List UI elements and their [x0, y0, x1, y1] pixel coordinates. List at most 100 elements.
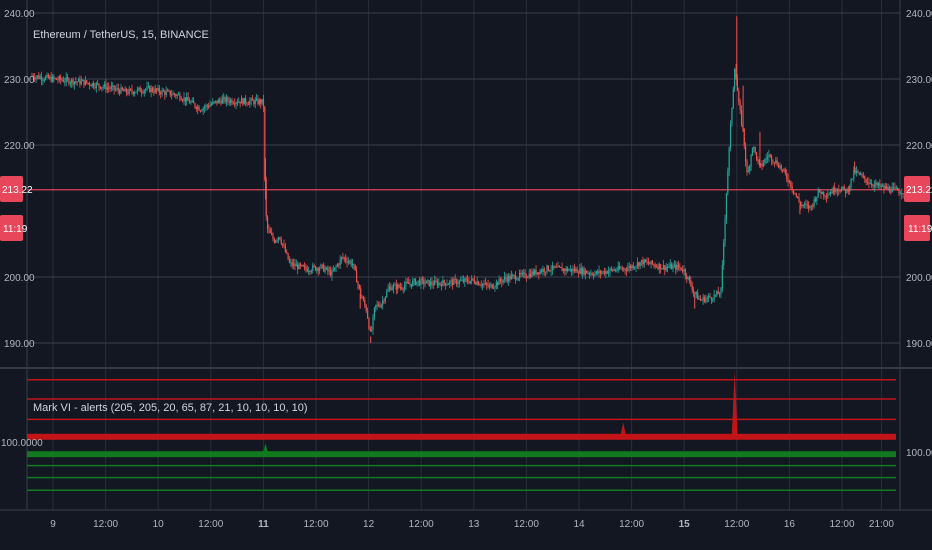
candle-body [560, 266, 562, 268]
candle-body [483, 283, 485, 285]
candle-body [688, 277, 691, 281]
candle-body [409, 283, 411, 285]
candle-body [651, 260, 654, 265]
candle-body [419, 280, 421, 286]
candle-body [814, 198, 817, 202]
candle-body [310, 270, 312, 272]
candle-body [679, 266, 681, 268]
candle-body [197, 106, 199, 110]
candle-body [188, 100, 191, 104]
candle-body [746, 161, 748, 173]
price-tag-right-value: 213.22 [906, 185, 932, 196]
candle-body [306, 269, 308, 272]
candle-body [620, 268, 622, 270]
candle-body [162, 90, 165, 92]
x-tick-label: 12:00 [619, 519, 644, 530]
candle-body [260, 99, 262, 104]
candle-body [647, 261, 649, 264]
candle-body [368, 318, 370, 329]
candle-body [286, 252, 288, 254]
candle-body [423, 279, 425, 285]
candle-body [625, 270, 628, 272]
candle-body [655, 266, 658, 268]
candle-body [897, 187, 899, 191]
candle-body [465, 278, 467, 280]
candle-body [299, 263, 302, 266]
candle-body [694, 292, 696, 294]
candle-body [612, 269, 614, 271]
candle-body [134, 92, 136, 94]
candle-body [462, 279, 465, 283]
candle-body [512, 275, 514, 277]
candle-body [103, 84, 106, 87]
candle-body [454, 279, 456, 281]
candle-body [821, 191, 823, 195]
candle-body [276, 239, 278, 241]
candle-body [294, 263, 296, 267]
candle-body [246, 103, 248, 105]
candle-body [153, 91, 155, 93]
candle-body [234, 103, 236, 105]
candle-body [653, 264, 655, 266]
candle-body [227, 97, 229, 102]
candle-body [105, 84, 107, 90]
candle-body [642, 260, 644, 265]
candle-body [49, 76, 51, 78]
candle-body [450, 280, 452, 282]
candle-body [83, 79, 85, 86]
candle-body [882, 185, 884, 187]
candle-body [575, 268, 577, 272]
candle-body [838, 189, 840, 191]
candle-body [525, 277, 528, 279]
candle-body [735, 69, 737, 80]
candle-body [582, 268, 584, 275]
alert-spike [731, 370, 738, 437]
candle-body [509, 275, 511, 280]
candle-body [823, 191, 825, 196]
candle-body [329, 270, 332, 276]
candle-body [254, 100, 256, 105]
candle-body [251, 98, 254, 101]
candle-body [524, 272, 526, 278]
candle-body [145, 89, 147, 91]
candle-body [217, 99, 219, 104]
candle-body [680, 267, 682, 271]
candle-body [117, 88, 119, 91]
candle-body [397, 284, 399, 290]
candle-body [58, 76, 60, 81]
candle-body [520, 272, 522, 275]
candle-body [113, 85, 115, 90]
candle-body [458, 280, 460, 284]
candle-body [298, 263, 300, 270]
candle-body [392, 285, 395, 289]
candle-body [490, 284, 492, 286]
candle-body [703, 297, 706, 302]
candle-body [710, 297, 712, 300]
candle-body [84, 80, 86, 86]
candle-body [832, 187, 834, 194]
candle-body [768, 154, 770, 158]
candle-body [595, 271, 597, 274]
candle-body [438, 282, 440, 286]
candle-body [238, 101, 240, 103]
candle-body [892, 186, 895, 188]
candle-body [75, 81, 77, 83]
candle-body [131, 89, 133, 92]
candle-body [666, 267, 669, 269]
candle-body [88, 83, 91, 86]
candle-body [795, 193, 797, 197]
candle-body [94, 86, 96, 88]
candle-body [484, 282, 486, 284]
candle-body [177, 94, 180, 96]
y-tick-label-right: 230.00 [906, 75, 932, 86]
candle-body [869, 183, 871, 185]
candle-body [198, 106, 200, 111]
candle-body [488, 285, 491, 287]
candle-body [598, 270, 600, 274]
candle-body [220, 100, 222, 104]
candle-body [658, 264, 660, 270]
candle-body [180, 99, 182, 101]
candle-body [813, 198, 815, 207]
candle-body [161, 90, 163, 95]
